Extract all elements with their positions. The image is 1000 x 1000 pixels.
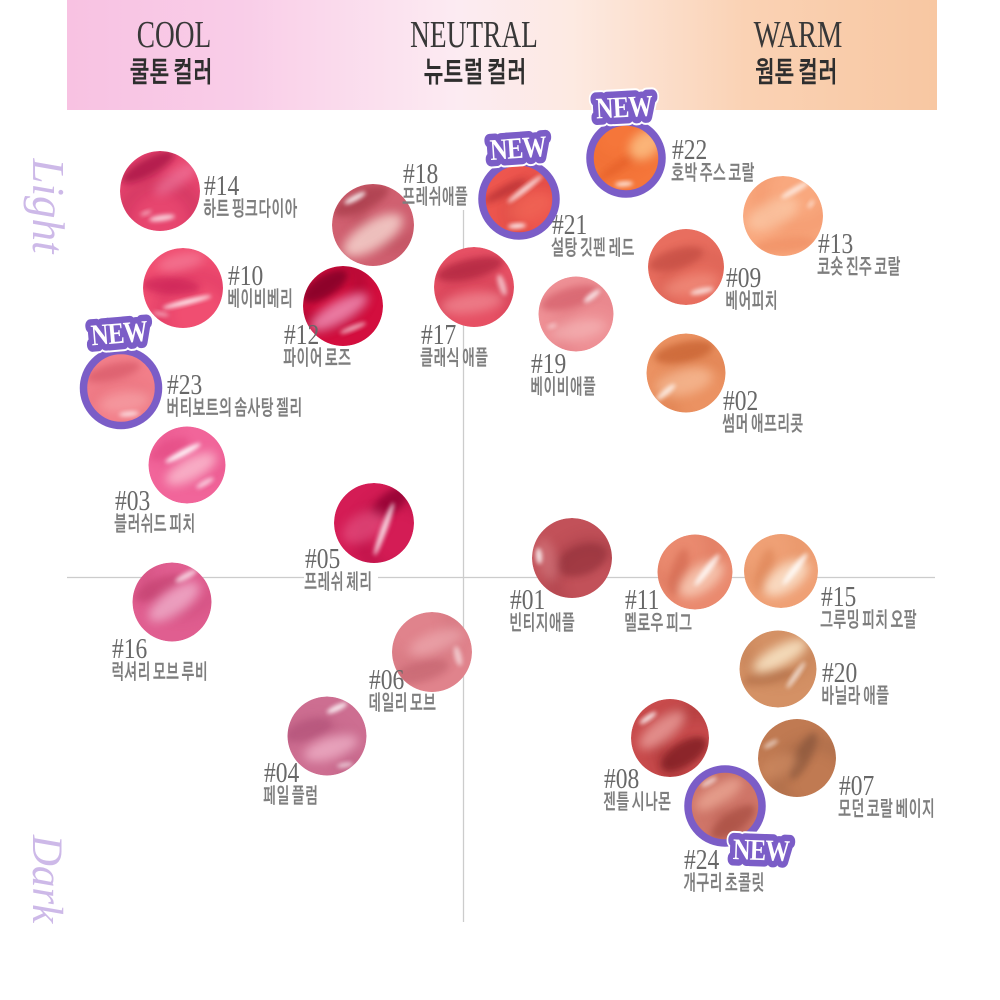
svg-text:#11: #11	[625, 584, 659, 615]
svg-text:WARM: WARM	[754, 14, 843, 56]
svg-text:#17: #17	[421, 319, 456, 350]
svg-text:#05: #05	[305, 543, 340, 574]
svg-text:#04: #04	[264, 757, 299, 788]
svg-text:#06: #06	[369, 664, 404, 695]
svg-text:#07: #07	[839, 770, 874, 801]
svg-text:NEW: NEW	[595, 89, 653, 125]
svg-text:NEUTRAL: NEUTRAL	[410, 14, 538, 56]
svg-text:COOL: COOL	[137, 14, 211, 56]
svg-text:#10: #10	[228, 260, 263, 291]
svg-text:Light: Light	[23, 157, 73, 255]
svg-text:#03: #03	[115, 485, 150, 516]
svg-text:NEW: NEW	[90, 314, 149, 352]
svg-text:NEW: NEW	[732, 833, 790, 868]
svg-text:#09: #09	[726, 262, 761, 293]
svg-text:NEW: NEW	[732, 833, 790, 868]
svg-text:#24: #24	[684, 844, 719, 875]
svg-text:NEW: NEW	[489, 130, 548, 167]
svg-text:#12: #12	[284, 319, 319, 350]
svg-text:#13: #13	[818, 228, 853, 259]
svg-text:#23: #23	[167, 369, 202, 400]
svg-text:#08: #08	[604, 763, 639, 794]
svg-text:#15: #15	[821, 581, 856, 612]
svg-text:Dark: Dark	[23, 834, 70, 924]
svg-text:#02: #02	[723, 385, 758, 416]
svg-text:#22: #22	[672, 134, 707, 165]
svg-text:#19: #19	[531, 348, 566, 379]
svg-text:#16: #16	[112, 633, 147, 664]
svg-text:#20: #20	[822, 657, 857, 688]
svg-text:#01: #01	[510, 584, 545, 615]
svg-text:#14: #14	[204, 170, 239, 201]
svg-text:#18: #18	[403, 158, 438, 189]
svg-text:#21: #21	[552, 209, 587, 240]
